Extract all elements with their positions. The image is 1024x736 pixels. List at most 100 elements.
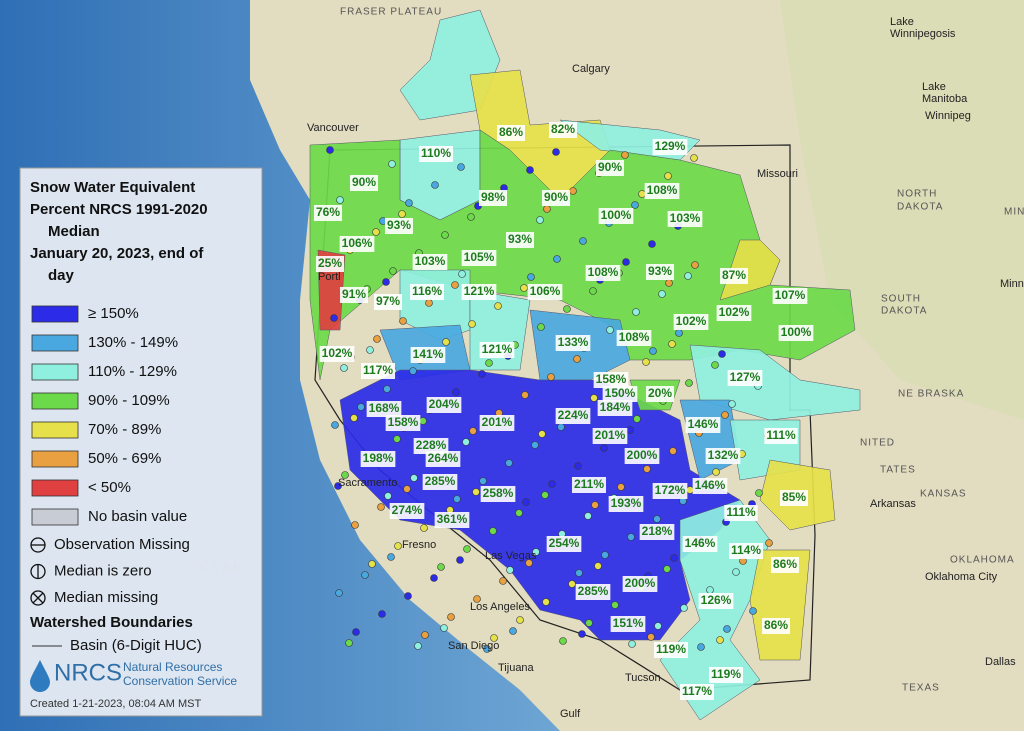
legend-label: < 50%: [88, 479, 131, 496]
station: [525, 559, 533, 567]
legend-label: 90% - 109%: [88, 392, 170, 409]
station: [462, 438, 470, 446]
station: [404, 592, 412, 600]
legend-swatch: [31, 421, 79, 439]
station: [543, 205, 551, 213]
station: [405, 199, 413, 207]
label-bg: [708, 667, 744, 683]
label-bg: [409, 284, 445, 300]
label-bg: [496, 125, 526, 141]
basin-label: 110%: [421, 146, 451, 160]
station: [712, 468, 720, 476]
station: [536, 216, 544, 224]
place-name: Gulf: [560, 708, 581, 720]
station: [575, 569, 583, 577]
legend-label: No basin value: [88, 508, 187, 525]
station: [357, 403, 365, 411]
legend-label: 130% - 149%: [88, 334, 178, 351]
station: [633, 415, 641, 423]
station: [691, 261, 699, 269]
station: [499, 577, 507, 585]
label-bg: [555, 335, 591, 351]
label-bg: [667, 211, 703, 227]
basin-label: 146%: [685, 536, 716, 550]
station: [442, 338, 450, 346]
station: [372, 228, 380, 236]
legend-symbol: [30, 590, 46, 606]
place-name: Las Vegas: [485, 550, 537, 562]
station: [394, 542, 402, 550]
label-bg: [373, 294, 403, 310]
station: [557, 423, 565, 431]
label-bg: [422, 474, 458, 490]
station: [419, 417, 427, 425]
label-bg: [595, 160, 625, 176]
basin-label: 204%: [429, 397, 460, 411]
station: [675, 329, 683, 337]
basin-label: 76%: [316, 205, 340, 219]
station: [472, 488, 480, 496]
label-bg: [645, 264, 675, 280]
station: [548, 480, 556, 488]
place-name: Oklahoma City: [925, 571, 998, 583]
place-name: SOUTH: [881, 294, 921, 305]
station: [469, 427, 477, 435]
station: [414, 642, 422, 650]
station: [732, 568, 740, 576]
station: [453, 495, 461, 503]
station: [591, 501, 599, 509]
station: [345, 639, 353, 647]
basin-label: 285%: [578, 584, 609, 598]
station: [684, 272, 692, 280]
legend-swatch: [31, 363, 79, 381]
basin-label: 86%: [773, 557, 797, 571]
station: [437, 563, 445, 571]
station: [387, 553, 395, 561]
basin-label: 93%: [508, 232, 532, 246]
station: [553, 255, 561, 263]
legend: Snow Water Equivalent Percent NRCS 1991-2…: [19, 167, 263, 717]
station: [585, 619, 593, 627]
station: [485, 359, 493, 367]
created-note: Created 1-21-2023, 08:04 AM MST: [30, 698, 201, 710]
station: [670, 554, 678, 562]
station: [643, 465, 651, 473]
station: [749, 607, 757, 615]
basin-label: 100%: [781, 325, 812, 339]
basin-label: 224%: [558, 408, 589, 422]
legend-title: Median: [48, 223, 100, 240]
station: [520, 284, 528, 292]
station: [403, 485, 411, 493]
basin-label: 141%: [413, 347, 444, 361]
legend-swatch: [31, 334, 79, 352]
basin-label: 111%: [766, 428, 796, 442]
station: [686, 486, 694, 494]
basin-label: 218%: [642, 524, 673, 538]
label-bg: [779, 490, 809, 506]
station: [420, 524, 428, 532]
basin-label: 121%: [482, 342, 513, 356]
station: [584, 512, 592, 520]
label-bg: [761, 618, 791, 634]
basin-label: 106%: [530, 284, 561, 298]
legend-label: 70% - 89%: [88, 421, 161, 438]
station: [711, 361, 719, 369]
station: [330, 314, 338, 322]
label-bg: [339, 287, 369, 303]
station: [628, 640, 636, 648]
station: [398, 210, 406, 218]
station: [335, 589, 343, 597]
logo-drop: [30, 660, 50, 692]
basin-label: 107%: [775, 288, 806, 302]
place-name: OKLAHOMA: [950, 555, 1015, 566]
station: [334, 482, 342, 490]
place-name: Calgary: [572, 63, 610, 75]
station: [601, 551, 609, 559]
station: [532, 548, 540, 556]
station: [716, 636, 724, 644]
station: [723, 625, 731, 633]
station: [468, 320, 476, 328]
label-bg: [461, 284, 497, 300]
basin-label: 103%: [415, 254, 446, 268]
station: [421, 631, 429, 639]
